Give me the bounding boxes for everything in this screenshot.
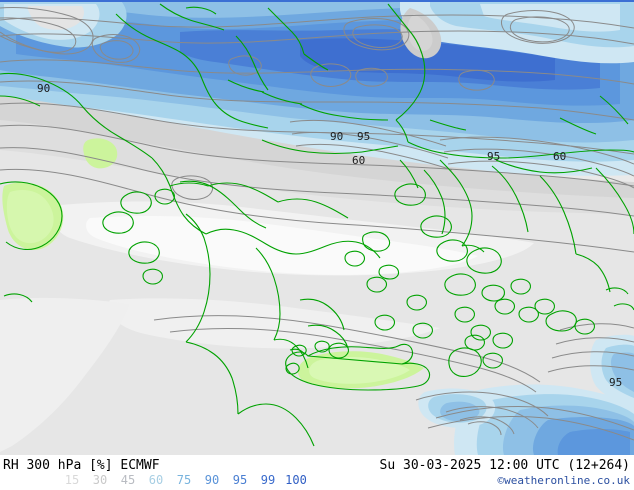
- contour-label: 60: [553, 150, 567, 163]
- scale-step-100: 100: [285, 473, 307, 487]
- footer-bar: RH 300 hPa [%] ECMWF Su 30-03-2025 12:00…: [0, 455, 634, 490]
- contour-label: 95: [357, 130, 371, 143]
- relative-humidity-scale: 15 30 45 60 75 90 95 99 100: [58, 473, 310, 487]
- scale-step-95: 95: [232, 473, 248, 487]
- scale-step-99: 99: [260, 473, 276, 487]
- contour-label: 90: [330, 130, 344, 143]
- scale-step-15: 15: [64, 473, 80, 487]
- rh-fill-bands: [0, 0, 634, 455]
- map-canvas: [0, 0, 634, 455]
- contour-label: 90: [37, 82, 51, 95]
- relative-humidity-map[interactable]: 90 90 95 60 95 60 95: [0, 0, 634, 455]
- product-title: RH 300 hPa [%] ECMWF: [3, 458, 160, 473]
- scale-step-30: 30: [92, 473, 108, 487]
- scale-step-90: 90: [204, 473, 220, 487]
- coastline-layer: [0, 3, 634, 447]
- contour-label: 95: [487, 150, 501, 163]
- copyright-notice: ©weatheronline.co.uk: [497, 474, 630, 487]
- contour-label: 60: [352, 154, 366, 167]
- scale-step-75: 75: [176, 473, 192, 487]
- scale-step-45: 45: [120, 473, 136, 487]
- contour-label: 95: [609, 376, 623, 389]
- isoline-contours: [0, 7, 634, 441]
- scale-step-60: 60: [148, 473, 164, 487]
- map-frame-top: [0, 0, 634, 2]
- valid-datetime: Su 30-03-2025 12:00 UTC (12+264): [379, 458, 630, 473]
